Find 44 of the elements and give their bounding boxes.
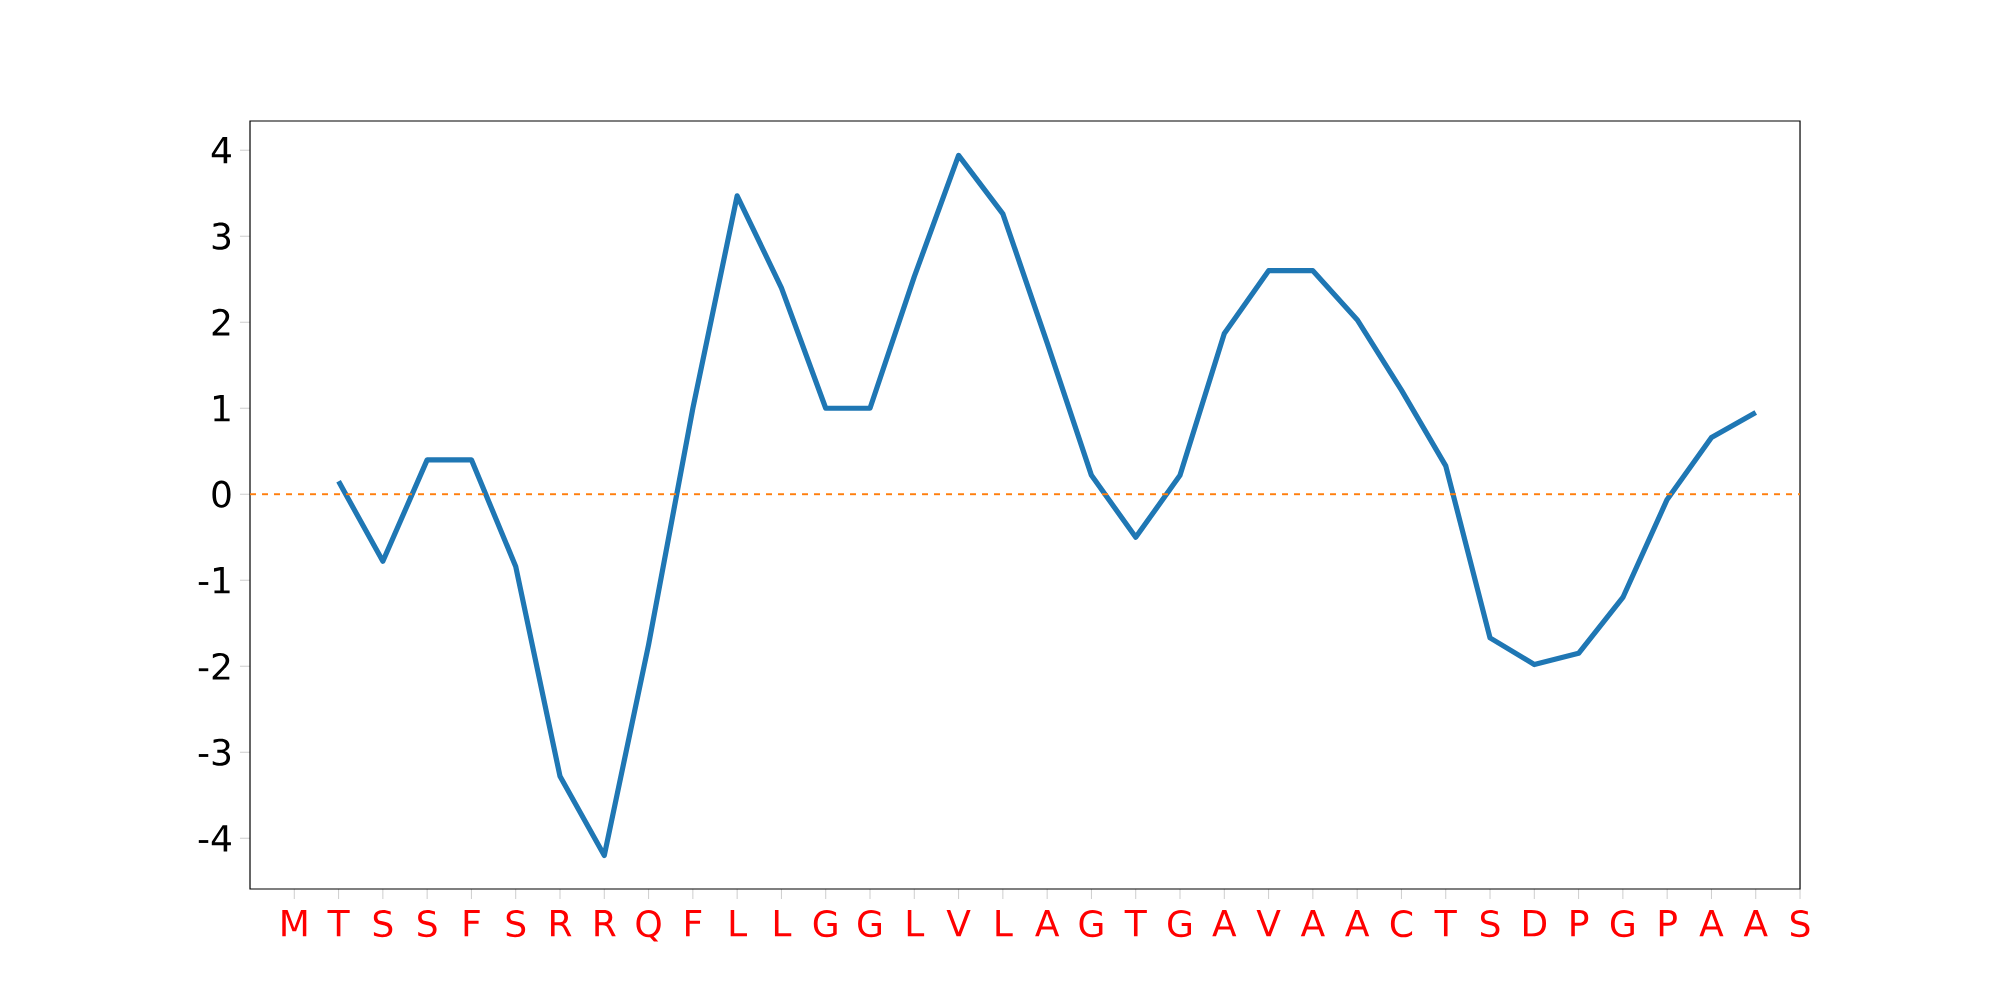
y-tick-label: 2 — [212, 308, 230, 336]
x-tick-label: G — [813, 910, 837, 938]
x-tick-label: L — [730, 910, 747, 937]
x-tick-label: G — [1168, 910, 1191, 938]
x-tick-label: P — [1659, 910, 1677, 937]
x-tick-label: D — [1523, 910, 1547, 937]
y-tick-label: -1 — [198, 567, 230, 594]
x-tick-label: S — [1480, 910, 1500, 938]
x-tick-label: A — [1345, 910, 1370, 937]
x-tick-label: T — [1124, 910, 1147, 937]
x-tick-label: L — [774, 910, 792, 937]
x-tick-label: V — [1256, 910, 1281, 937]
y-tick-label: -3 — [198, 738, 231, 766]
x-tick-label: F — [464, 910, 480, 937]
x-tick-label: G — [1079, 910, 1103, 938]
x-tick-label: G — [1610, 910, 1634, 938]
x-tick-label: M — [282, 910, 307, 937]
y-tick-label: 4 — [211, 137, 231, 164]
x-tick-label: G — [858, 910, 881, 938]
x-tick-label: S — [1790, 910, 1810, 938]
x-tick-label: A — [1300, 910, 1325, 937]
x-tick-label: C — [1390, 910, 1413, 938]
y-tick-label: -2 — [198, 652, 230, 680]
x-tick-label: V — [946, 910, 971, 937]
x-tick-label: P — [1571, 910, 1589, 937]
x-tick-label: T — [1434, 910, 1457, 937]
x-tick-label: R — [595, 910, 616, 937]
x-tick-label: A — [1035, 910, 1060, 937]
y-tick-label: -4 — [198, 825, 231, 852]
x-tick-label: A — [1699, 910, 1724, 937]
x-tick-label: A — [1743, 910, 1768, 937]
x-tick-label: S — [506, 910, 526, 938]
y-tick-label: 3 — [212, 222, 231, 250]
x-tick-label: S — [418, 910, 437, 938]
x-tick-label: L — [996, 910, 1013, 937]
x-tick-label: F — [686, 910, 702, 937]
y-tick-label: 1 — [213, 395, 230, 422]
y-tick-label: 0 — [212, 480, 231, 508]
x-tick-label: R — [551, 910, 572, 937]
x-tick-label: Q — [636, 910, 661, 942]
x-tick-label: L — [907, 910, 925, 937]
x-tick-label: S — [373, 910, 393, 938]
x-tick-label: T — [327, 910, 350, 937]
x-tick-label: A — [1212, 910, 1237, 937]
